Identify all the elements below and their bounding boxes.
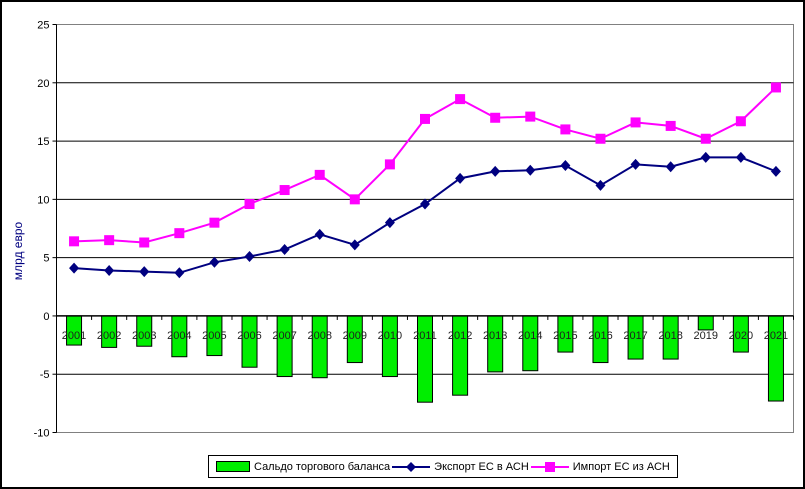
legend-item-balance: Сальдо торгового баланса — [216, 461, 390, 473]
import-marker — [139, 237, 150, 248]
import-marker — [174, 228, 185, 239]
export-marker — [139, 266, 150, 278]
legend-line-square-icon — [530, 461, 569, 472]
export-marker — [560, 160, 571, 172]
x-tick-label: 2011 — [413, 330, 437, 342]
legend-label-export: Экспорт ЕС в АСН — [434, 460, 529, 473]
bar-2007 — [276, 315, 293, 378]
import-marker — [420, 113, 430, 124]
legend-swatch-balance-icon — [216, 461, 250, 472]
bar-2011 — [417, 315, 433, 403]
export-marker — [69, 262, 80, 274]
export-marker — [174, 267, 185, 279]
import-marker — [104, 235, 115, 246]
import-marker — [665, 120, 676, 131]
import-marker — [630, 117, 641, 128]
bar-2014 — [522, 315, 539, 372]
x-tick-label: 2012 — [448, 330, 472, 342]
y-tick-label: 0 — [43, 311, 49, 323]
import-marker — [209, 217, 220, 228]
bar-2008 — [311, 315, 328, 379]
x-tick-label: 2002 — [97, 330, 121, 342]
import-marker — [349, 194, 360, 205]
export-marker — [279, 243, 290, 255]
x-tick-label: 2005 — [202, 330, 226, 342]
export-marker — [735, 151, 746, 163]
x-tick-label: 2019 — [694, 330, 718, 342]
y-tick-label: 25 — [37, 20, 49, 32]
export-marker — [420, 198, 430, 210]
legend-line-diamond-icon — [392, 461, 431, 472]
export-marker — [244, 250, 255, 262]
x-tick-label: 2010 — [378, 330, 402, 342]
x-tick-label: 2008 — [307, 330, 331, 342]
y-tick-label: 5 — [43, 253, 49, 265]
export-marker — [595, 179, 606, 191]
legend-sample-marker — [406, 461, 417, 472]
y-tick-label: 10 — [37, 194, 49, 206]
import-marker — [69, 236, 80, 247]
import-marker — [490, 112, 501, 123]
import-marker — [314, 169, 325, 180]
y-tick-label: 15 — [37, 136, 49, 148]
legend-sample-marker — [544, 461, 555, 472]
y-tick-label: -10 — [34, 428, 50, 440]
legend-label-balance: Сальдо торгового баланса — [254, 460, 391, 473]
x-tick-label: 2018 — [658, 330, 682, 342]
x-tick-label: 2003 — [132, 330, 156, 342]
export-marker — [384, 217, 395, 229]
legend-item-export: Экспорт ЕС в АСН — [392, 461, 529, 473]
import-marker — [455, 94, 466, 105]
import-marker — [525, 111, 536, 122]
export-marker — [525, 164, 536, 176]
x-tick-label: 2014 — [518, 330, 542, 342]
x-tick-label: 2009 — [343, 330, 367, 342]
y-tick-label: 20 — [37, 78, 49, 90]
bar-2019 — [697, 315, 714, 331]
export-marker — [314, 228, 325, 240]
x-tick-label: 2021 — [764, 330, 788, 342]
import-marker — [595, 133, 606, 144]
x-tick-label: 2013 — [483, 330, 507, 342]
import-marker — [735, 116, 746, 127]
legend: Сальдо торгового баланса Экспорт ЕС в АС… — [208, 455, 678, 478]
x-tick-label: 2007 — [272, 330, 296, 342]
bar-2021 — [767, 315, 784, 402]
export-marker — [349, 239, 360, 251]
import-marker — [279, 185, 290, 196]
import-marker — [384, 159, 395, 170]
x-tick-label: 2017 — [623, 330, 647, 342]
y-axis-title: млрд евро — [11, 221, 25, 280]
x-tick-label: 2006 — [237, 330, 261, 342]
export-marker — [630, 158, 641, 170]
export-marker — [455, 172, 466, 184]
import-marker — [770, 82, 781, 93]
x-tick-label: 2001 — [62, 330, 86, 342]
import-marker — [560, 124, 571, 135]
export-marker — [770, 165, 781, 177]
x-tick-label: 2015 — [553, 330, 577, 342]
export-marker — [700, 151, 711, 163]
legend-label-import: Импорт ЕС из АСН — [572, 460, 670, 473]
x-tick-label: 2004 — [167, 330, 191, 342]
import-marker — [700, 133, 711, 144]
export-marker — [665, 161, 676, 173]
export-marker — [209, 256, 220, 268]
x-tick-label: 2016 — [588, 330, 612, 342]
legend-item-import: Импорт ЕС из АСН — [530, 460, 670, 473]
import-marker — [244, 199, 255, 210]
y-tick-label: -5 — [40, 369, 50, 381]
bar-2012 — [452, 315, 469, 396]
x-tick-label: 2020 — [729, 330, 753, 342]
bar-2010 — [381, 315, 398, 378]
export-marker — [104, 264, 115, 276]
bar-2013 — [487, 315, 504, 373]
export-marker — [490, 165, 501, 177]
